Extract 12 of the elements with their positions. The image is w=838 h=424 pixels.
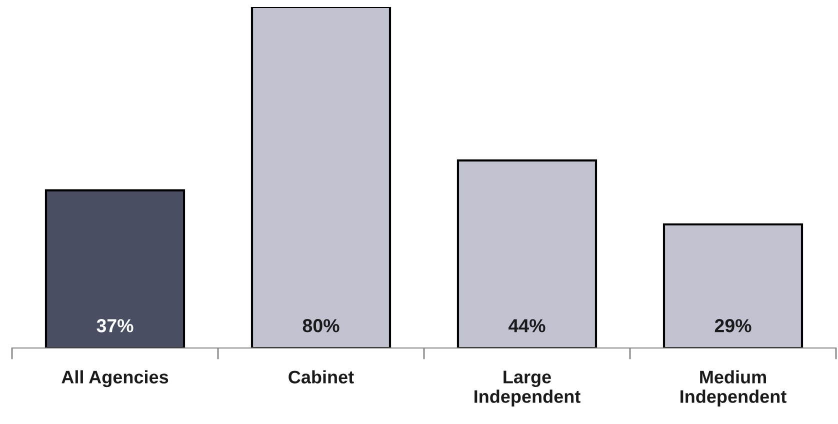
x-tick-label: Cabinet [288, 370, 354, 384]
bar [456, 159, 598, 348]
x-tick-label: Medium Independent [680, 370, 786, 406]
x-tick-label: All Agencies [62, 370, 168, 388]
data-label: 44% [508, 319, 546, 332]
data-label: 29% [714, 319, 752, 332]
data-label: 80% [302, 319, 340, 332]
x-tick-label: Large Independent [474, 370, 580, 406]
bar [44, 189, 186, 348]
data-label: 37% [96, 319, 134, 332]
bar [662, 223, 804, 348]
bar [250, 7, 392, 348]
